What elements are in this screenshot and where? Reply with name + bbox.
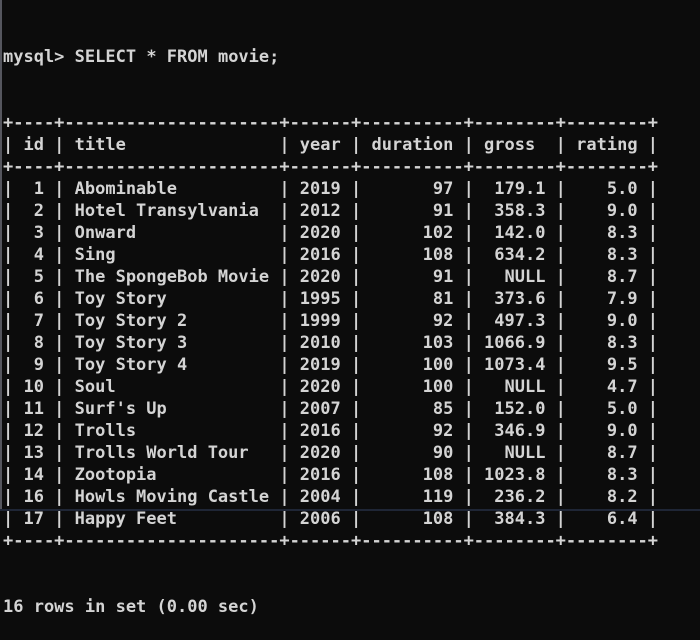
window-bottom-edge	[0, 509, 700, 511]
query-result-table: +----+---------------------+------+-----…	[3, 113, 659, 551]
screen: { "terminal": { "background": "#0c0c0c",…	[0, 0, 700, 617]
terminal-window[interactable]: mysql> SELECT * FROM movie; +----+------…	[0, 0, 700, 617]
prompt-space	[64, 47, 74, 67]
window-left-edge	[0, 0, 2, 511]
command-line: mysql> SELECT * FROM movie;	[3, 46, 700, 68]
mysql-prompt: mysql>	[3, 47, 65, 67]
sql-command: SELECT * FROM movie;	[74, 47, 280, 67]
row-count-status: 16 rows in set (0.00 sec)	[3, 597, 259, 617]
